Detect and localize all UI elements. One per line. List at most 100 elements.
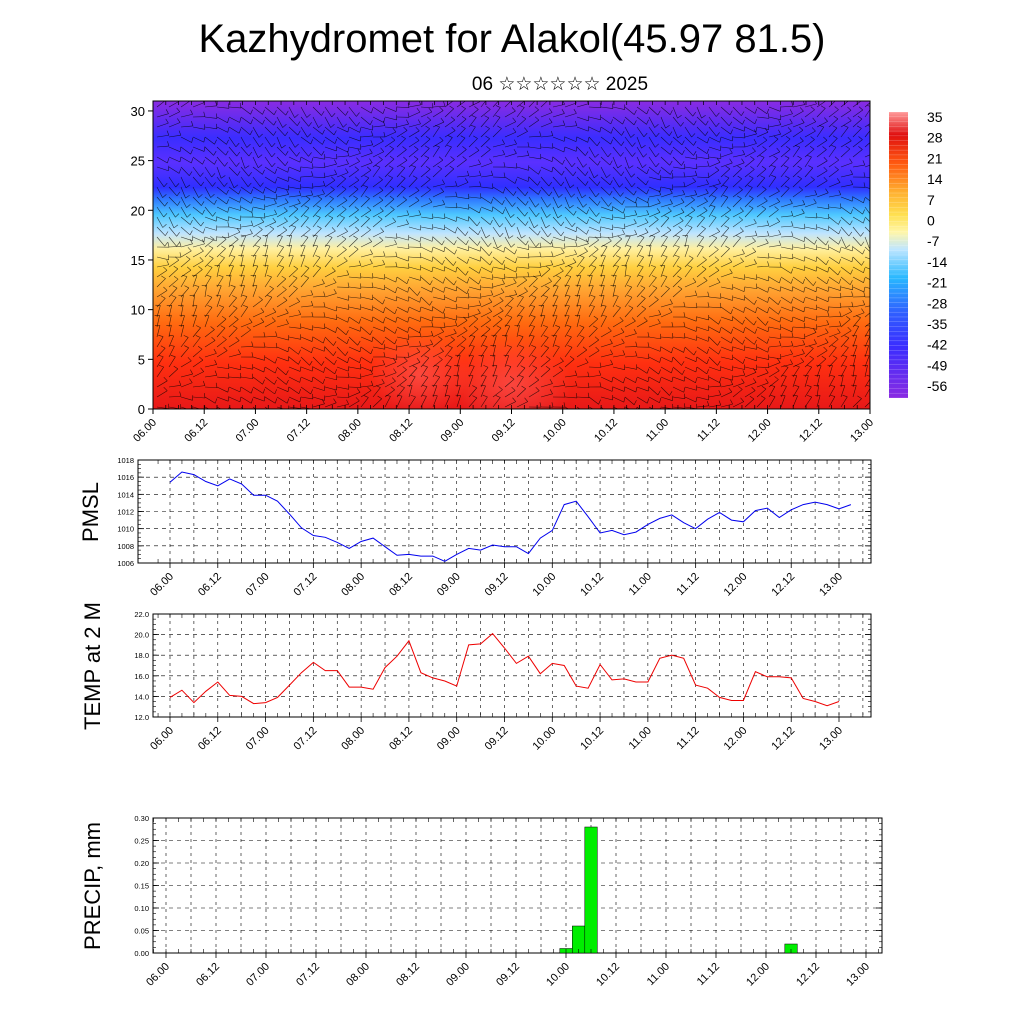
x-tick-label: 11.00 xyxy=(645,961,672,988)
y-tick-label: 25 xyxy=(131,154,145,169)
y-tick-label: 0.15 xyxy=(134,882,149,891)
warm-core-2 xyxy=(370,335,470,409)
x-tick-label: 12.12 xyxy=(794,961,822,989)
x-tick-label: 09.12 xyxy=(494,961,522,989)
x-tick-label: 08.00 xyxy=(344,961,372,989)
pmsl-x-axis: 06.00 06.12 07.00 07.12 08.00 08.12 09.00 09.12… xyxy=(148,460,864,599)
y-tick-label: 20.0 xyxy=(134,631,149,640)
cross-section-panel: 0 5 10 15 20 25 30 06.00 06.12 07.00 07.12 08.00 08… xyxy=(131,100,876,445)
precipitation-bar xyxy=(572,925,586,954)
colorbar-label: -28 xyxy=(927,295,947,311)
y-tick-label: 1010 xyxy=(117,525,134,534)
y-tick-label: 0.20 xyxy=(134,859,149,868)
x-tick-label: 11.12 xyxy=(674,571,701,598)
wind-barbs xyxy=(154,101,870,409)
y-tick-label: 1014 xyxy=(117,490,134,499)
x-tick-label: 06.12 xyxy=(182,417,210,445)
x-tick-label: 09.12 xyxy=(483,725,511,753)
x-tick-label: 06.00 xyxy=(144,961,172,989)
x-tick-label: 10.00 xyxy=(541,417,569,445)
x-tick-label: 10.00 xyxy=(530,571,558,599)
y-tick-label: 20 xyxy=(131,203,145,218)
cross-section-y-axis: 0 5 10 15 20 25 30 xyxy=(131,104,153,417)
y-tick-label: 12.0 xyxy=(134,713,149,722)
temperature-y-axis: 12.0 14.0 16.0 18.0 20.0 22.0 xyxy=(134,610,871,722)
chart-subtitle: 06 ☆☆☆☆☆☆ 2025 xyxy=(471,74,649,95)
colorbar: 35 28 21 14 7 0 -7 -14 -21 -28 -35 -42 -49 -56 xyxy=(889,109,947,399)
x-tick-label: 07.12 xyxy=(285,417,313,445)
colorbar-label: -35 xyxy=(927,316,947,332)
x-tick-label: 09.12 xyxy=(490,417,518,445)
x-tick-label: 12.12 xyxy=(797,417,825,445)
x-tick-label: 06.12 xyxy=(196,725,224,753)
colorbar-gradient xyxy=(889,112,908,398)
precipitation-y-axis: 0.00 0.05 0.10 0.15 0.20 0.25 0.30 xyxy=(134,814,882,958)
x-tick-label: 08.00 xyxy=(339,571,367,599)
x-tick-label: 08.00 xyxy=(336,417,364,445)
colorbar-label: -56 xyxy=(927,378,947,394)
y-tick-label: 0.05 xyxy=(134,927,149,936)
colorbar-label: -7 xyxy=(927,233,940,249)
x-tick-label: 12.00 xyxy=(722,571,750,599)
temperature-series-line xyxy=(169,632,840,707)
colorbar-label: 21 xyxy=(927,150,943,166)
x-tick-label: 10.12 xyxy=(592,417,620,445)
y-tick-label: 16.0 xyxy=(134,672,149,681)
y-tick-label: 1018 xyxy=(117,456,134,465)
x-tick-label: 11.00 xyxy=(644,417,671,444)
x-tick-label: 06.12 xyxy=(196,571,224,599)
colorbar-label: -21 xyxy=(927,275,947,291)
x-tick-label: 09.00 xyxy=(444,961,472,989)
precipitation-x-axis: 06.00 06.12 07.00 07.12 08.00 08.12 09.00 09.12… xyxy=(144,818,879,989)
colorbar-label: 7 xyxy=(927,192,935,208)
pmsl-y-axis: 1006 1008 1010 1012 1014 1016 1018 xyxy=(117,456,871,568)
colorbar-label: 28 xyxy=(927,130,943,146)
y-tick-label: 0.10 xyxy=(134,904,149,913)
chart-title: Kazhydromet for Alakol(45.97 81.5) xyxy=(198,17,826,61)
y-tick-label: 30 xyxy=(131,104,145,119)
x-tick-label: 12.00 xyxy=(722,725,750,753)
x-tick-label: 08.00 xyxy=(339,725,367,753)
x-tick-label: 13.00 xyxy=(844,961,872,989)
y-tick-label: 0.00 xyxy=(134,949,149,958)
x-tick-label: 11.12 xyxy=(695,961,722,988)
y-tick-label: 1006 xyxy=(117,559,134,568)
x-tick-label: 09.00 xyxy=(435,725,463,753)
x-tick-label: 06.00 xyxy=(148,571,176,599)
x-tick-label: 13.00 xyxy=(848,417,876,445)
x-tick-label: 08.12 xyxy=(387,725,415,753)
colorbar-label: 14 xyxy=(927,171,943,187)
x-tick-label: 09.12 xyxy=(483,571,511,599)
x-tick-label: 10.00 xyxy=(530,725,558,753)
x-tick-label: 06.00 xyxy=(148,725,176,753)
x-tick-label: 08.12 xyxy=(394,961,422,989)
colorbar-label: -14 xyxy=(927,254,947,270)
x-tick-label: 10.00 xyxy=(544,961,572,989)
y-tick-label: 0.25 xyxy=(134,837,149,846)
y-tick-label: 14.0 xyxy=(134,692,149,701)
y-tick-label: 0 xyxy=(138,402,145,417)
x-tick-label: 12.12 xyxy=(769,725,797,753)
x-tick-label: 13.00 xyxy=(817,725,845,753)
x-tick-label: 11.00 xyxy=(627,571,654,598)
y-tick-label: 5 xyxy=(138,352,145,367)
temperature-frame xyxy=(152,613,872,718)
x-tick-label: 11.00 xyxy=(627,725,654,752)
y-tick-label: 15 xyxy=(131,253,145,268)
y-tick-label: 1012 xyxy=(117,508,134,517)
y-tick-label: 18.0 xyxy=(134,651,149,660)
y-tick-label: 22.0 xyxy=(134,610,149,619)
temperature-panel: 12.0 14.0 16.0 18.0 20.0 22.0 06.00 06.12 07.00… xyxy=(80,602,872,753)
temperature-y-label: TEMP at 2 M xyxy=(80,602,105,730)
pmsl-y-label: PMSL xyxy=(78,482,103,542)
x-tick-label: 13.00 xyxy=(817,571,845,599)
x-tick-label: 11.12 xyxy=(695,417,722,444)
x-tick-label: 12.00 xyxy=(746,417,774,445)
y-tick-label: 10 xyxy=(131,303,145,318)
warm-core-1 xyxy=(452,340,572,409)
x-tick-label: 10.12 xyxy=(578,571,606,599)
precipitation-panel: 0.000.050.100.150.200.250.30 06.00 06.12 0… xyxy=(80,814,883,989)
x-tick-label: 07.00 xyxy=(244,961,272,989)
precipitation-bars xyxy=(559,826,798,954)
